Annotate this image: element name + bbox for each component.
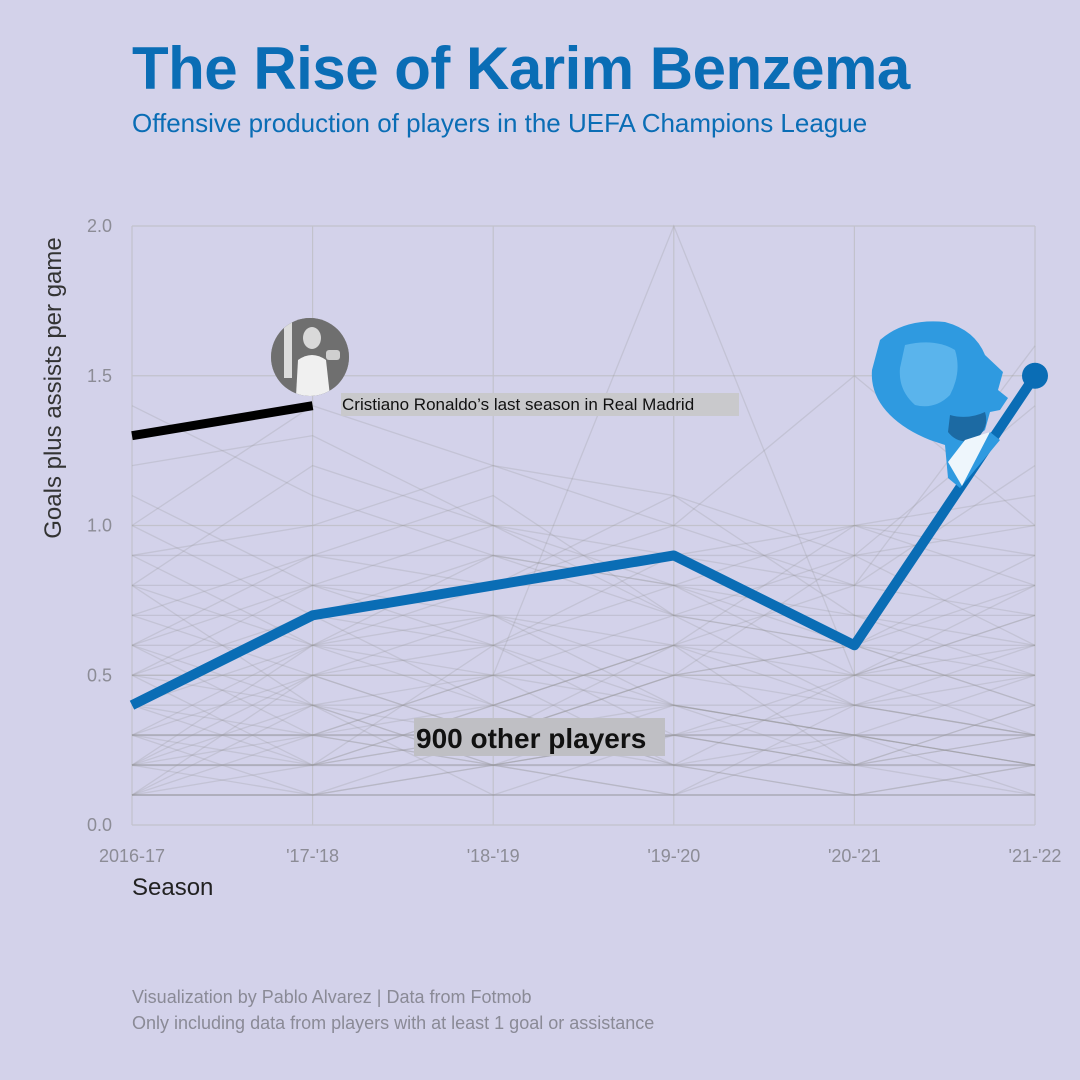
other-player-line [131,404,1036,646]
y-tick-label: 1.5 [87,366,112,386]
chart-title: The Rise of Karim Benzema [132,35,910,102]
others-annotation-bg [414,718,665,756]
x-tick-label: '19-'20 [647,846,700,866]
y-tick-label: 0.5 [87,665,112,685]
other-player-line [131,584,1036,706]
ronaldo-annotation-bg [341,393,739,416]
other-player-line [131,584,1036,766]
other-player-line [131,494,1036,646]
benzema-series [129,362,1048,710]
benzema-endpoint [1022,362,1048,389]
y-tick-label: 2.0 [87,216,112,236]
other-player-line [131,644,1036,796]
other-player-line [131,674,1036,736]
x-tick-label: '18-'19 [467,846,520,866]
other-player-line [131,584,1036,706]
benzema-portrait [871,321,1008,488]
other-player-line [131,224,1036,796]
other-player-line [131,464,1036,587]
other-player-line [131,614,1036,736]
x-tick-label: 2016-17 [99,846,165,866]
x-axis-label: Season [132,874,214,901]
x-tick-label: '20-'21 [828,846,881,866]
other-player-line [131,584,1036,766]
ronaldo-series [131,401,314,441]
y-tick-label: 1.0 [87,516,112,536]
x-tick-label: '21-'22 [1009,846,1062,866]
x-tick-label: '17-'18 [286,846,339,866]
y-tick-label: 0.0 [87,815,112,835]
other-player-line [131,524,1036,646]
other-players-lines [131,224,1036,797]
other-player-line [131,494,1036,736]
other-player-line [131,644,1036,766]
footer-note: Only including data from players with at… [132,1013,655,1033]
ronaldo-portrait [271,318,349,396]
other-player-line [131,644,1036,766]
other-player-line [131,554,1036,766]
other-player-line [131,434,1036,587]
chart-subtitle: Offensive production of players in the U… [132,108,868,138]
footer-credit: Visualization by Pablo Alvarez | Data fr… [132,987,532,1007]
other-player-line [131,644,1036,766]
ronaldo-line [131,401,314,441]
other-player-line [131,405,1036,736]
other-player-line [131,494,1036,646]
other-player-line [131,614,1036,796]
others-annotation: 900 other players [416,723,646,754]
ronaldo-annotation: Cristiano Ronaldo’s last season in Real … [342,395,694,414]
axis-ticks: 0.0 0.5 1.0 1.5 2.0 2016-17 '17-'18 '18-'19 '19-… [87,216,1061,866]
other-player-line [131,644,1036,796]
benzema-line [129,372,1040,710]
other-player-line [131,464,1036,587]
